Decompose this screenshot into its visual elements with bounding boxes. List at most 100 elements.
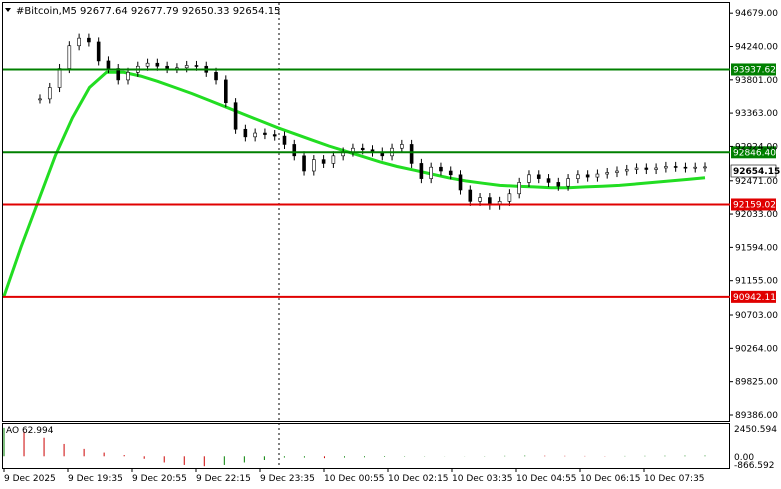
candle-body	[429, 166, 433, 179]
candle-body	[47, 87, 52, 100]
time-label: 9 Dec 2025	[4, 474, 56, 484]
candle-body	[615, 170, 619, 173]
main-plot-frame	[2, 2, 730, 422]
time-label: 9 Dec 20:55	[132, 474, 187, 484]
candle-body	[87, 37, 91, 43]
indicator-frame	[2, 423, 730, 469]
candle-body	[536, 174, 541, 179]
candle-body	[693, 166, 698, 169]
ao-axis-top: 2450.594	[734, 425, 777, 435]
candle-body	[155, 62, 160, 67]
candle-body	[448, 170, 453, 176]
price-label: 89386.00	[735, 411, 778, 421]
price-label: 91594.00	[735, 243, 778, 253]
level-label-support-high: 92159.02	[733, 200, 776, 210]
svg-text:92654.15: 92654.15	[733, 167, 780, 177]
candle-body	[527, 174, 531, 183]
candle-body	[458, 174, 463, 191]
candle-body	[409, 144, 414, 164]
candle-body	[184, 65, 189, 69]
candle-body	[145, 62, 150, 67]
price-label: 93363.00	[735, 109, 778, 119]
time-label: 10 Dec 02:15	[388, 474, 449, 484]
time-label: 10 Dec 00:55	[324, 474, 385, 484]
time-axis: 9 Dec 2025 9 Dec 19:35 9 Dec 20:55 9 Dec 22…	[3, 469, 705, 484]
candle-body	[165, 65, 169, 69]
level-tag-resistance-low	[731, 146, 776, 159]
levels-layer: 93937.62 92846.40 92159.02 90942.11	[3, 63, 776, 303]
level-label-resistance-high: 93937.62	[733, 65, 776, 75]
candle-body	[703, 166, 707, 169]
candle-body	[478, 197, 482, 202]
symbol-dropdown-icon[interactable]	[5, 8, 11, 12]
candle-body	[546, 178, 551, 183]
candle-body	[106, 60, 111, 69]
time-label: 10 Dec 07:35	[644, 474, 705, 484]
time-label: 10 Dec 04:55	[516, 474, 577, 484]
candle-body	[194, 65, 199, 67]
candle-body	[331, 155, 336, 164]
candle-body	[253, 132, 257, 138]
candle-body	[224, 79, 228, 103]
ao-label: AO 62.994	[6, 426, 54, 436]
candle-body	[263, 132, 267, 135]
candle-body	[566, 178, 570, 187]
level-tag-support-low	[731, 290, 776, 303]
candle-body	[312, 159, 316, 172]
level-label-resistance-low: 92846.40	[733, 148, 776, 158]
candle-body	[419, 163, 424, 179]
time-label: 9 Dec 19:35	[68, 474, 123, 484]
candle-body	[468, 189, 473, 202]
candle-body	[243, 128, 248, 138]
price-label: 93801.00	[735, 76, 778, 86]
candle-body	[96, 41, 101, 62]
candle-body	[57, 68, 62, 88]
candle-body	[272, 134, 277, 137]
candle-body	[360, 147, 365, 151]
candle-body	[214, 72, 218, 81]
candle-body	[400, 144, 404, 149]
candles-layer	[38, 33, 707, 210]
candle-body	[517, 182, 521, 195]
candle-body	[77, 37, 81, 47]
candle-body	[67, 45, 72, 69]
candle-body	[439, 166, 443, 172]
moving-average-layer	[2, 70, 706, 297]
time-label: 9 Dec 23:35	[260, 474, 315, 484]
ao-axis-bottom: -866.592	[734, 461, 774, 471]
candle-body	[38, 98, 42, 101]
price-label: 90703.00	[735, 311, 778, 321]
candle-body	[644, 167, 649, 170]
candle-body	[282, 135, 287, 145]
price-label: 92924.00	[735, 142, 778, 152]
price-label: 89825.00	[735, 378, 778, 388]
level-label-support-low: 90942.11	[733, 293, 776, 303]
candle-body	[507, 193, 512, 202]
price-label: 92033.00	[735, 210, 778, 220]
candle-body	[302, 155, 306, 172]
candle-body	[624, 169, 629, 172]
level-tag-support-high	[731, 198, 776, 211]
ao-axis-zero: 0.00	[734, 453, 754, 463]
candle-body	[576, 174, 580, 179]
price-label: 92471.00	[735, 177, 778, 187]
price-axis: 94679.00 94240.00 93801.00 93363.00 92924.00…	[730, 9, 778, 421]
price-label: 94240.00	[735, 43, 778, 53]
candle-body	[634, 167, 639, 170]
symbol-info: #Bitcoin,M5 92677.64 92677.79 92650.33 9…	[16, 6, 280, 17]
time-label: 9 Dec 22:15	[196, 474, 251, 484]
candle-body	[556, 182, 561, 187]
time-label: 10 Dec 03:35	[452, 474, 513, 484]
candle-body	[595, 173, 600, 178]
candle-body	[654, 167, 658, 170]
current-price-tag: 92654.15	[730, 164, 780, 178]
ma-line	[2, 70, 706, 297]
candle-body	[605, 172, 610, 175]
price-label: 91155.00	[735, 277, 778, 287]
price-label: 94679.00	[735, 9, 778, 19]
candle-body	[585, 174, 590, 178]
candle-body	[664, 166, 668, 169]
candle-body	[673, 166, 678, 168]
candle-body	[233, 102, 238, 130]
